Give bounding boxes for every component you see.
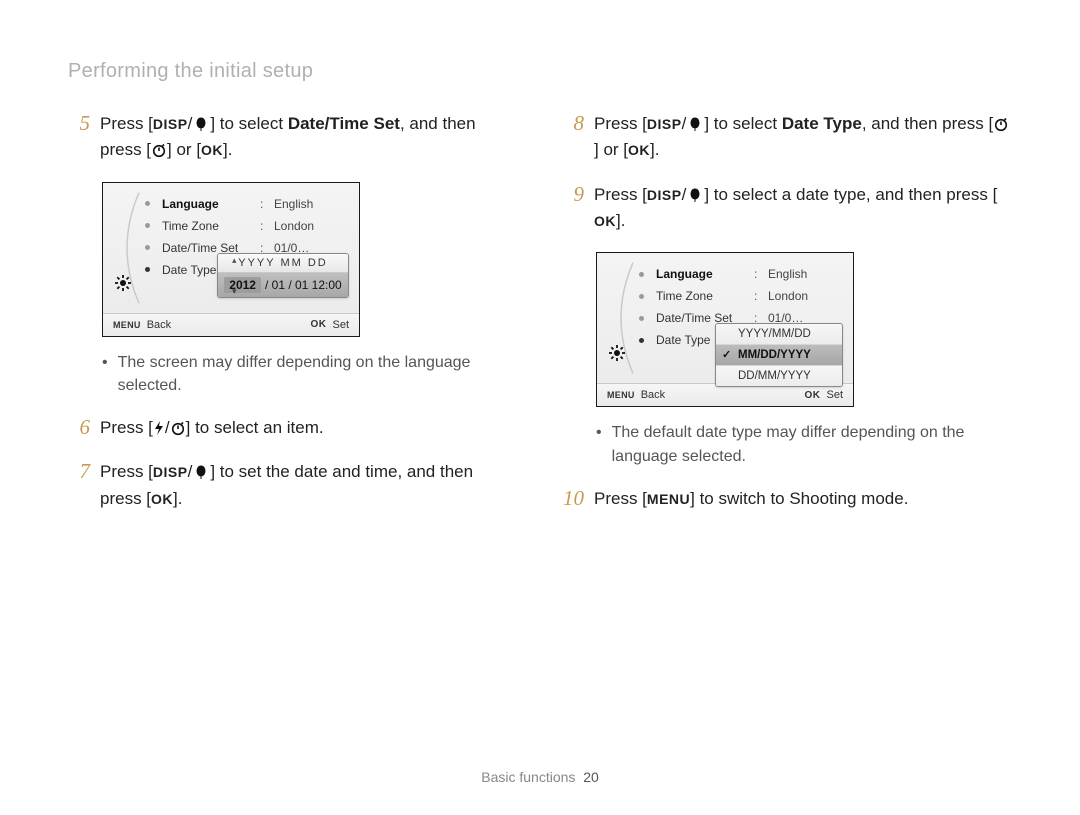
step-text: Press [DISP/] to set the date and time, … (100, 459, 518, 512)
macro-icon (192, 464, 210, 480)
datetype-option-selected: MM/DD/YYYY (716, 345, 842, 366)
menu-icon: MENU (647, 489, 690, 511)
step-number: 6 (68, 415, 90, 441)
lcd-row-language: Language:English (145, 193, 349, 215)
ok-icon: OK (628, 140, 650, 162)
ok-icon: OK (594, 211, 616, 233)
lcd-panel: Language:English Time Zone:London Date/T… (596, 252, 854, 407)
step-text: Press [MENU] to switch to Shooting mode. (594, 486, 1012, 512)
step-6: 6 Press [/] to select an item. (68, 415, 518, 441)
lcd-panel: Language:English Time Zone:London Date/T… (102, 182, 360, 337)
ok-icon: OK (804, 390, 820, 401)
step-text: Press [DISP/] to select Date Type, and t… (594, 111, 1012, 164)
disp-icon: DISP (153, 462, 188, 484)
datetype-option: DD/MM/YYYY (716, 366, 842, 386)
right-column: 8 Press [DISP/] to select Date Type, and… (562, 111, 1012, 530)
bold-term: Date Type (782, 114, 862, 133)
lcd-datetime-popup: ▴YYYY MM DD ▾ 2012 / 01 / 01 12:00 (217, 253, 349, 298)
note-bullet: The default date type may differ dependi… (596, 421, 1012, 467)
step-text: Press [DISP/] to select Date/Time Set, a… (100, 111, 518, 164)
disp-icon: DISP (647, 185, 682, 207)
macro-icon (686, 116, 704, 132)
timer-icon (151, 142, 167, 158)
left-column: 5 Press [DISP/] to select Date/Time Set,… (68, 111, 518, 530)
lcd-row-language: Language:English (639, 263, 843, 285)
step-text: Press [/] to select an item. (100, 415, 518, 441)
timer-icon (993, 116, 1009, 132)
step-text: Press [DISP/] to select a date type, and… (594, 182, 1012, 235)
step-number: 5 (68, 111, 90, 164)
ok-icon: OK (151, 489, 173, 511)
page-footer: Basic functions 20 (0, 769, 1080, 785)
note-bullet: The screen may differ depending on the l… (102, 351, 518, 397)
step-7: 7 Press [DISP/] to set the date and time… (68, 459, 518, 512)
manual-page: Performing the initial setup 5 Press [DI… (0, 0, 1080, 815)
step-5: 5 Press [DISP/] to select Date/Time Set,… (68, 111, 518, 164)
caret-up-icon: ▴ (232, 255, 239, 266)
gear-icon (115, 275, 131, 291)
step-number: 7 (68, 459, 90, 512)
step-number: 10 (562, 486, 584, 512)
lcd-screenshot-datetime: Language:English Time Zone:London Date/T… (102, 182, 518, 337)
ok-icon: OK (310, 319, 326, 330)
menu-icon: MENU (607, 390, 635, 400)
timer-icon (170, 420, 186, 436)
menu-icon: MENU (113, 320, 141, 330)
lcd-screenshot-datetype: Language:English Time Zone:London Date/T… (596, 252, 1012, 407)
lcd-row-timezone: Time Zone:London (639, 285, 843, 307)
step-9: 9 Press [DISP/] to select a date type, a… (562, 182, 1012, 235)
bold-term: Date/Time Set (288, 114, 400, 133)
lcd-footer: MENUBack OKSet (103, 313, 359, 336)
disp-icon: DISP (647, 114, 682, 136)
lcd-row-timezone: Time Zone:London (145, 215, 349, 237)
lcd-datetype-popup: YYYY/MM/DD MM/DD/YYYY DD/MM/YYYY (715, 323, 843, 387)
macro-icon (192, 116, 210, 132)
macro-icon (686, 187, 704, 203)
gear-icon (609, 345, 625, 361)
step-8: 8 Press [DISP/] to select Date Type, and… (562, 111, 1012, 164)
disp-icon: DISP (153, 114, 188, 136)
two-column-layout: 5 Press [DISP/] to select Date/Time Set,… (68, 111, 1012, 530)
step-10: 10 Press [MENU] to switch to Shooting mo… (562, 486, 1012, 512)
datetime-value-row: ▾ 2012 / 01 / 01 12:00 (218, 273, 348, 297)
step-number: 8 (562, 111, 584, 164)
datetime-header: ▴YYYY MM DD (218, 254, 348, 273)
step-number: 9 (562, 182, 584, 235)
datetype-option: YYYY/MM/DD (716, 324, 842, 345)
page-title: Performing the initial setup (68, 60, 1012, 83)
year-segment: 2012 (224, 277, 261, 293)
caret-down-icon: ▾ (232, 286, 237, 297)
flash-icon (153, 420, 165, 436)
ok-icon: OK (201, 140, 223, 162)
